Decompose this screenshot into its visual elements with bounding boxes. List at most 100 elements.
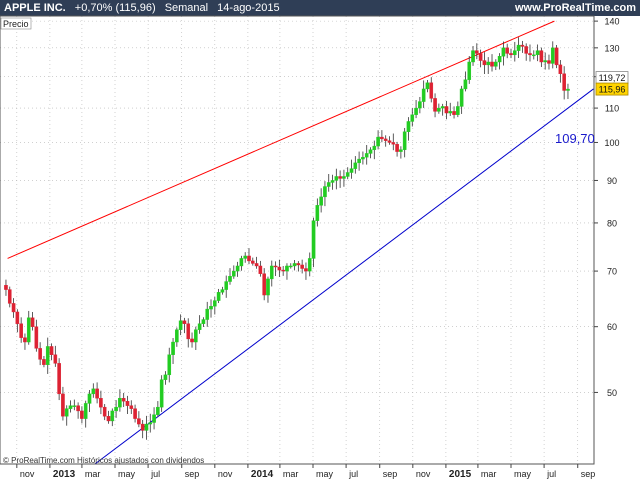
candle-body — [250, 260, 255, 264]
candle-body — [368, 149, 373, 154]
candle-body — [531, 54, 536, 57]
candle-body — [467, 61, 472, 80]
candle-body — [334, 176, 339, 181]
candle-body — [330, 180, 335, 183]
x-tick-label: sep — [383, 469, 398, 479]
candle-body — [463, 79, 468, 90]
x-tick-label: 2015 — [449, 469, 472, 480]
candle-body — [292, 263, 297, 267]
candle-body — [338, 176, 342, 179]
trendline-layer — [7, 20, 594, 465]
candle-body — [524, 46, 528, 54]
trendline-lower — [94, 88, 594, 465]
candle-body — [80, 410, 84, 419]
plot-frame — [0, 15, 595, 465]
candle-body — [539, 50, 544, 63]
symbol-name: APPLE INC. — [4, 2, 66, 14]
candle-body — [391, 142, 396, 145]
candle-body — [190, 338, 194, 343]
candle-body — [554, 47, 559, 66]
candle-body — [171, 341, 175, 355]
candle-body — [513, 50, 517, 56]
candle-body — [247, 255, 251, 262]
x-tick-label: nov — [416, 469, 431, 479]
candle-body — [178, 320, 183, 330]
candle-body — [201, 319, 206, 324]
x-tick-label: may — [316, 469, 334, 479]
candle-body — [144, 423, 149, 431]
x-tick-label: sep — [581, 469, 596, 479]
candle-body — [137, 418, 141, 425]
x-tick-label: jul — [546, 469, 556, 479]
candle-body — [410, 114, 415, 122]
candle-body — [11, 303, 16, 313]
x-tick-label: sep — [185, 469, 200, 479]
candle-body — [95, 388, 99, 399]
candle-body — [535, 50, 540, 56]
candle-body — [380, 136, 384, 140]
candle-body — [148, 422, 153, 425]
candle-body — [471, 50, 475, 63]
candle-body — [311, 220, 316, 259]
candle-body — [285, 265, 289, 272]
candle-body — [76, 405, 80, 412]
x-tick-label: jul — [150, 469, 160, 479]
candle-body — [345, 172, 350, 177]
candle-body — [342, 176, 346, 179]
candle-body — [478, 53, 483, 61]
candle-body — [509, 53, 513, 56]
candle-body — [243, 255, 247, 259]
candle-body — [194, 329, 198, 343]
candle-body — [490, 61, 494, 67]
trendline-upper — [7, 20, 555, 259]
candle-body — [429, 82, 434, 99]
candle-body — [307, 258, 312, 272]
candle-body — [220, 289, 225, 293]
candle-body — [277, 266, 282, 271]
candle-body — [440, 106, 445, 109]
candle-layer — [4, 37, 570, 440]
candle-body — [364, 153, 369, 158]
candle-body — [114, 406, 118, 412]
candle-body — [53, 354, 58, 364]
x-tick-label: jul — [348, 469, 358, 479]
candle-body — [516, 44, 521, 51]
candle-body — [269, 265, 274, 280]
price-tag-box — [595, 82, 629, 96]
candle-body — [357, 158, 361, 164]
y-tick-label: 80 — [607, 218, 617, 228]
candle-body — [156, 406, 160, 415]
candle-body — [34, 326, 39, 349]
candle-body — [175, 329, 179, 343]
candle-body — [452, 111, 456, 115]
candle-body — [562, 73, 566, 91]
candle-body — [266, 278, 270, 296]
candle-body — [497, 56, 502, 63]
candle-body — [121, 398, 126, 402]
candle-body — [395, 144, 399, 152]
candle-body — [550, 47, 555, 64]
candle-body — [163, 374, 168, 380]
candle-body — [258, 265, 263, 274]
candle-body — [87, 393, 92, 404]
candle-body — [558, 64, 563, 74]
header-info: APPLE INC. +0,70% (115,96) Semanal 14-ag… — [4, 0, 286, 16]
candle-body — [543, 60, 547, 63]
candle-body — [42, 359, 46, 365]
candle-body — [182, 320, 187, 324]
candle-body — [197, 323, 202, 330]
candle-body — [61, 393, 65, 417]
y-tick-label: 110 — [605, 104, 619, 114]
candle-body — [547, 60, 551, 64]
y-tick-label: 60 — [607, 322, 617, 332]
candle-body — [372, 145, 377, 150]
candle-body — [106, 416, 111, 422]
candle-body — [15, 311, 20, 324]
candle-body — [140, 423, 145, 431]
candle-body — [23, 337, 27, 343]
site-name: www.ProRealTime.com — [514, 2, 636, 14]
x-tick-label: mar — [283, 469, 299, 479]
x-axis: nov 2013 mar may jul sep nov 2014 mar may jul sep no… — [16, 464, 596, 480]
